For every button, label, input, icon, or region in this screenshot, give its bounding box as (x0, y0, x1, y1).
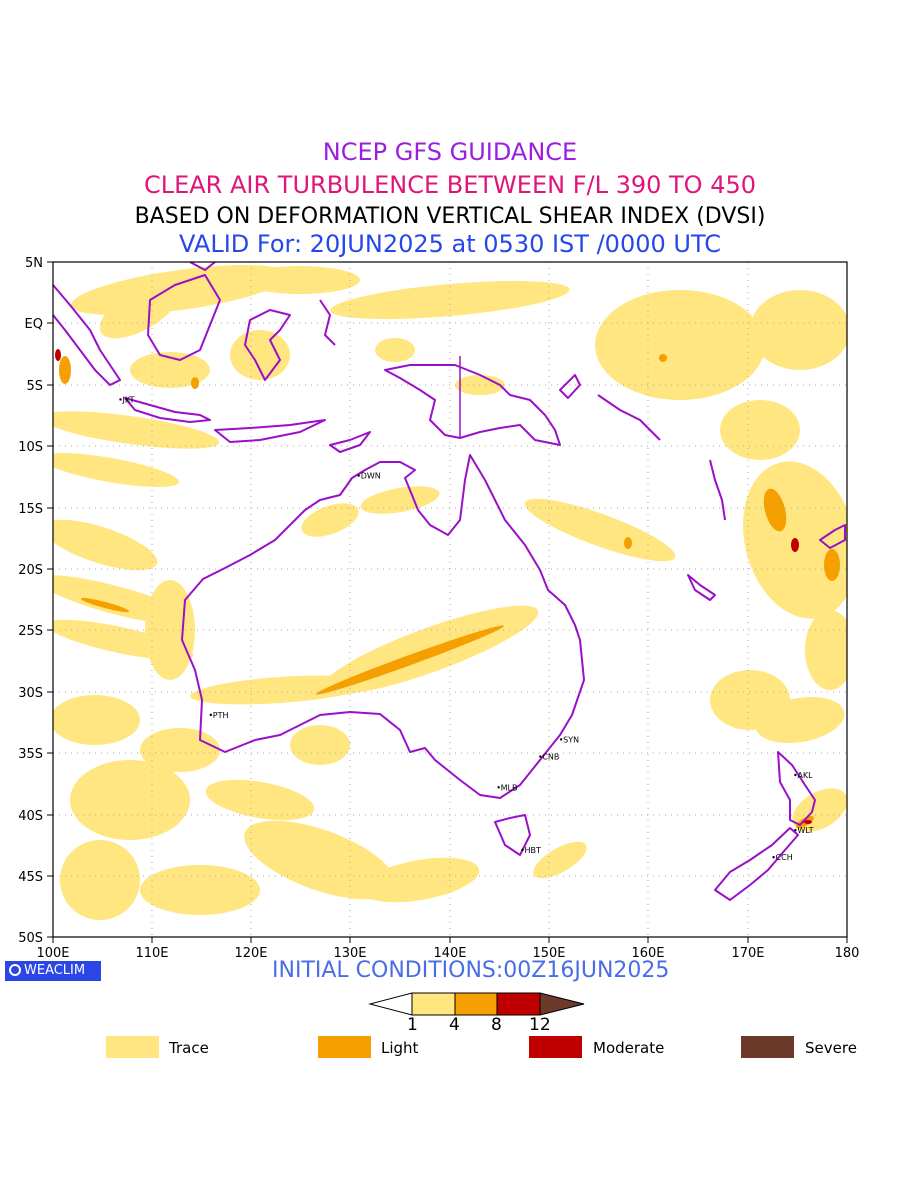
lon-label: 180 (835, 946, 860, 961)
coast-tasmania (494, 814, 531, 856)
lat-label: 5N (25, 256, 43, 271)
colorbar-threshold: 8 (491, 1015, 502, 1035)
lat-label: 35S (18, 747, 43, 762)
city-label-jkt: JKT (121, 395, 134, 404)
city-marker (497, 786, 500, 789)
index-title: BASED ON DEFORMATION VERTICAL SHEAR INDE… (134, 204, 766, 229)
lat-label: 50S (18, 931, 43, 946)
city-marker (559, 738, 563, 741)
city-label-cnb: CNB (542, 753, 559, 762)
coast-maluku (319, 299, 336, 346)
city-label-akl: AKL (797, 771, 813, 780)
city-marker (772, 856, 775, 859)
product-title: NCEP GFS GUIDANCE (322, 138, 578, 166)
coast-new-zealand-south (714, 827, 799, 901)
weaclim-logo: WEACLIM (5, 961, 101, 981)
coast-vanuatu (709, 459, 726, 521)
colorbar-threshold: 4 (449, 1015, 460, 1035)
colorbar-trace-box (411, 992, 456, 1016)
city-label-pth: PTH (213, 711, 229, 720)
lat-label: 20S (18, 563, 43, 578)
colorbar-threshold: 1 (407, 1015, 418, 1035)
coast-lesser-sunda (214, 419, 326, 443)
colorbar-threshold: 12 (529, 1015, 551, 1035)
legend-trace-swatch (106, 1036, 159, 1058)
legend-severe-label: Severe (805, 1039, 857, 1057)
coast-sumatra (53, 284, 121, 386)
brand-label: WEACLIM (24, 963, 86, 978)
lon-label: 170E (731, 946, 764, 961)
city-marker (357, 474, 360, 477)
lon-label: 140E (433, 946, 466, 961)
colorbar (368, 992, 585, 1016)
lat-label: 10S (18, 440, 43, 455)
lon-label: 110E (135, 946, 168, 961)
legend-severe-swatch (741, 1036, 794, 1058)
city-marker (209, 713, 213, 717)
lon-label: 130E (333, 946, 366, 961)
coast-java (124, 397, 211, 423)
coast-timor (329, 431, 371, 453)
lon-label: 100E (36, 946, 69, 961)
lon-labels: 100E 110E 120E 130E 140E 150E 160E 170E … (36, 946, 859, 961)
lat-label: 30S (18, 686, 43, 701)
turbulence-title: CLEAR AIR TURBULENCE BETWEEN F/L 390 TO … (143, 171, 757, 199)
weaclim-circle-icon (9, 964, 21, 976)
lat-label: 15S (18, 502, 43, 517)
initial-conditions: INITIAL CONDITIONS:00Z16JUN2025 (272, 958, 670, 983)
lat-label: EQ (25, 317, 43, 332)
coast-new-guinea (384, 364, 561, 446)
coast-borneo (147, 274, 221, 361)
coast-new-caledonia (687, 574, 716, 601)
lat-label: 45S (18, 870, 43, 885)
city-marker (521, 848, 524, 852)
city-marker (794, 773, 797, 777)
legend-moderate-label: Moderate (593, 1039, 665, 1057)
coast-sulawesi (244, 309, 291, 381)
coast-philippines (189, 262, 216, 271)
lat-labels: 5N EQ 5S 10S 15S 20S 25S 30S 35S 40S 45S… (18, 256, 43, 946)
city-label-cch: CCH (776, 853, 793, 862)
legend-trace-label: Trace (169, 1039, 209, 1057)
map-area (53, 262, 847, 937)
lat-label: 5S (26, 379, 43, 394)
city-marker (794, 829, 797, 832)
coast-new-zealand-north (777, 751, 816, 826)
axis-ticks (47, 261, 848, 943)
graticule (53, 262, 847, 937)
city-labels: JKT DWN PTH SYN CNB MLB HBT AKL WLT CCH (119, 395, 814, 862)
legend-light-label: Light (381, 1039, 419, 1057)
lon-label: 150E (532, 946, 565, 961)
lon-label: 160E (631, 946, 664, 961)
legend-moderate-swatch (529, 1036, 582, 1058)
city-marker (539, 755, 542, 758)
colorbar-moderate-box (496, 992, 541, 1016)
coast-australia (181, 454, 585, 799)
colorbar-severe-triangle (539, 992, 585, 1016)
valid-time-title: VALID For: 20JUN2025 at 0530 IST /0000 U… (179, 230, 721, 258)
city-label-hbt: HBT (524, 846, 541, 855)
coastlines (53, 262, 846, 901)
city-label-dwn: DWN (361, 472, 381, 481)
legend-light-swatch (318, 1036, 371, 1058)
coast-fiji (819, 524, 846, 549)
moderate-regions (55, 349, 812, 824)
city-label-mlb: MLB (501, 783, 518, 792)
lat-label: 25S (18, 624, 43, 639)
lat-label: 40S (18, 809, 43, 824)
city-label-wlt: WLT (797, 826, 813, 835)
city-label-syn: SYN (563, 735, 579, 744)
colorbar-below-triangle (368, 992, 413, 1016)
lon-label: 120E (234, 946, 267, 961)
coast-new-guinea-east (559, 374, 581, 399)
colorbar-light-box (454, 992, 498, 1016)
city-marker (119, 398, 122, 401)
coast-solomon (597, 394, 661, 441)
